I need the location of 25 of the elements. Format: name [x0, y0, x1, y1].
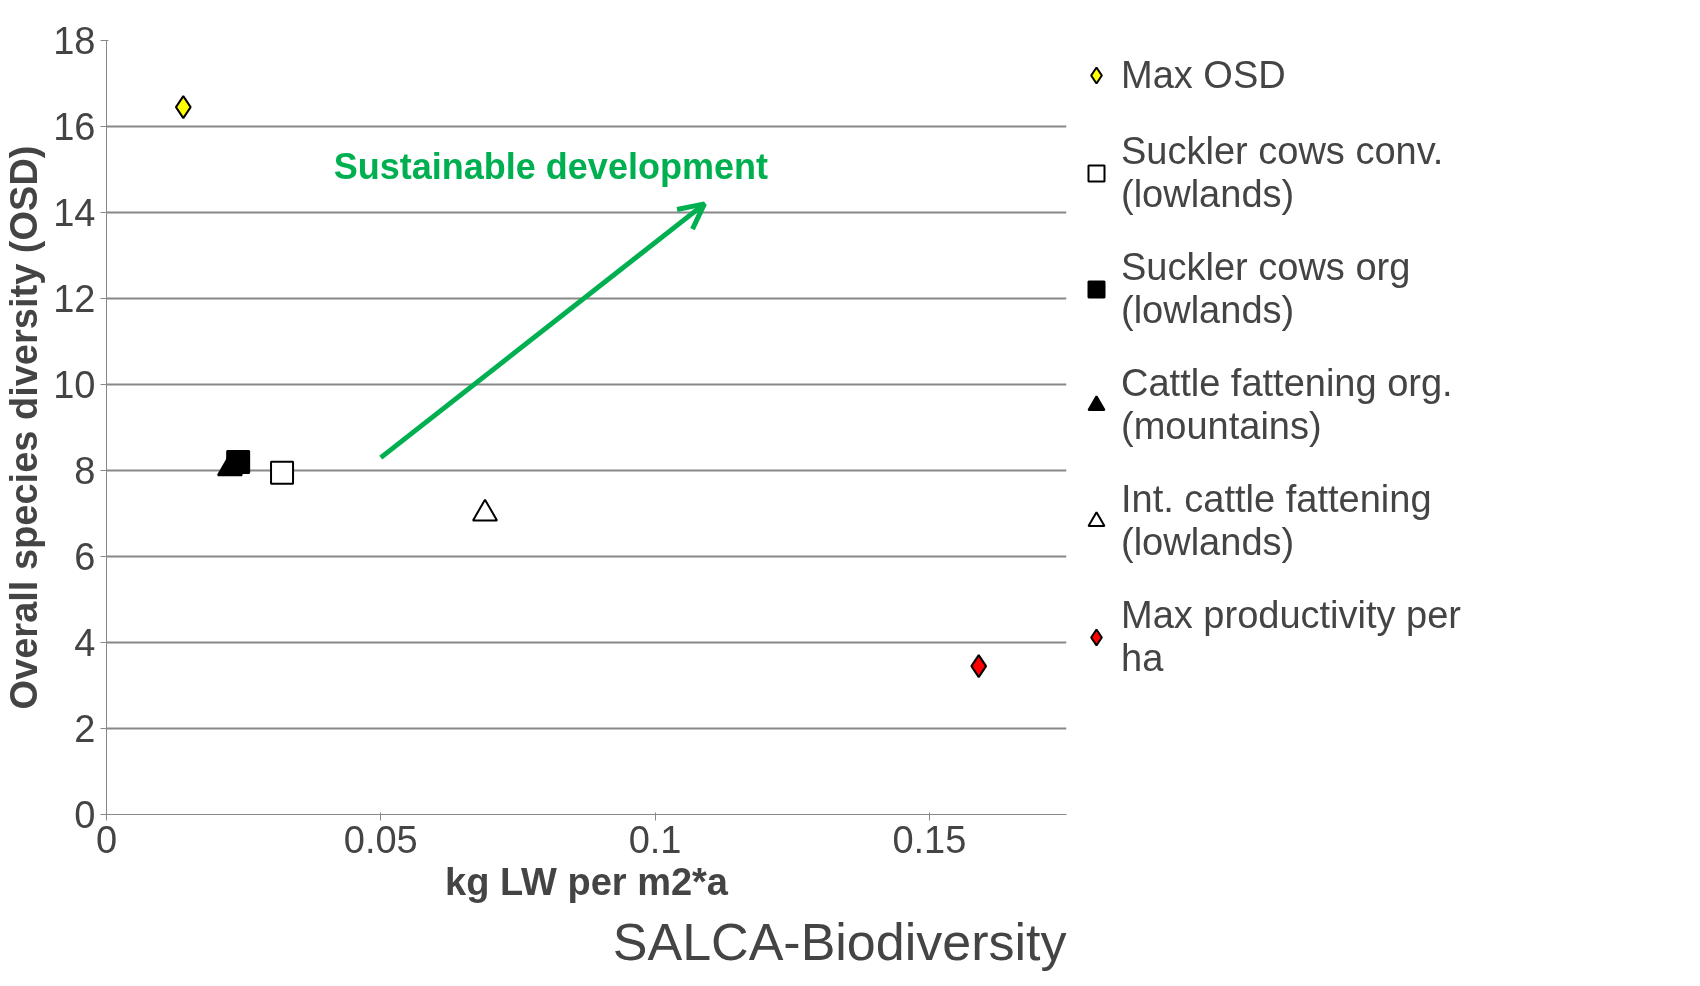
y-tick-label: 10	[53, 364, 96, 406]
x-tick-label: 0.15	[892, 818, 967, 861]
legend-label: Cattle fattening org. (mountains)	[1121, 362, 1453, 448]
y-tick-label: 4	[74, 622, 96, 664]
legend-label: Max productivity per ha	[1121, 594, 1462, 680]
y-axis-title: Overall species diversity (OSD)	[3, 145, 46, 710]
x-axis-title: kg LW per m2*a	[445, 860, 729, 903]
x-tick-label: 0.1	[628, 818, 682, 861]
y-tick-label: 12	[53, 278, 96, 320]
x-tick-label: 0.05	[343, 818, 418, 861]
y-tick-label: 18	[53, 20, 96, 62]
legend-label: Max OSD	[1121, 52, 1286, 98]
legend-label: Suckler cows org (lowlands)	[1121, 246, 1411, 332]
y-tick-label: 6	[74, 536, 96, 578]
point	[174, 95, 192, 120]
annotation: Sustainable development	[333, 145, 768, 187]
legend-label: Suckler cows conv. (lowlands)	[1121, 130, 1444, 216]
y-tick-label: 2	[74, 708, 96, 750]
text: SALCA-Biodiversity	[612, 912, 1067, 971]
y-tick-label: 8	[74, 450, 96, 492]
y-tick-label: 16	[53, 106, 96, 148]
point	[970, 654, 988, 679]
legend-label: Int. cattle fattening (lowlands)	[1121, 478, 1432, 564]
y-tick-label: 14	[53, 192, 96, 234]
point	[270, 460, 295, 485]
